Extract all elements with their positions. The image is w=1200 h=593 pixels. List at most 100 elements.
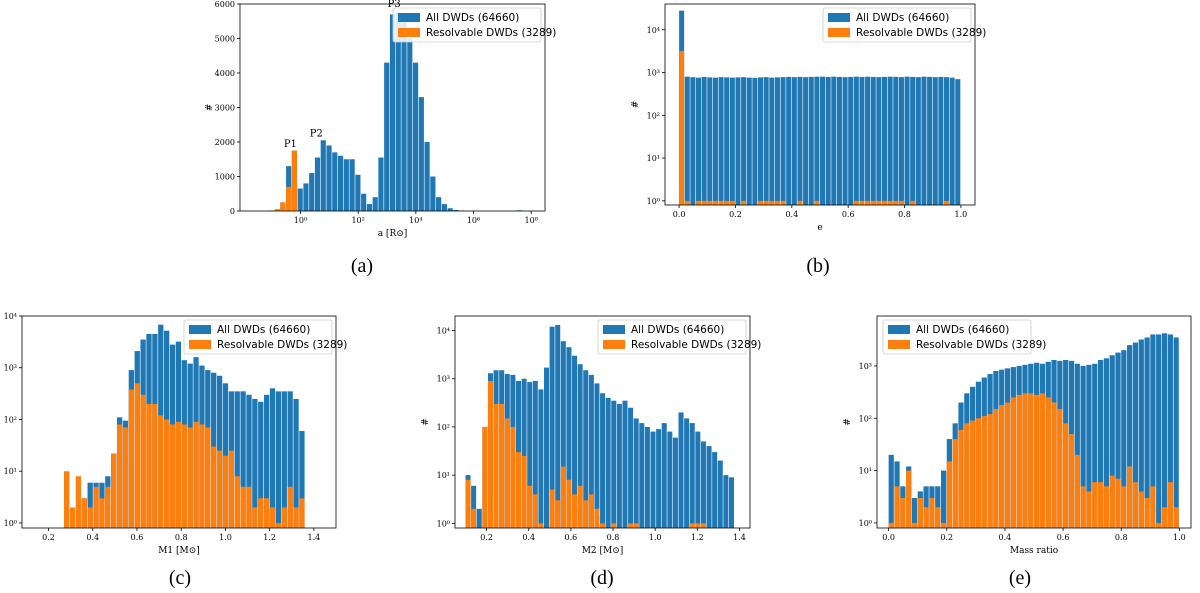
bar-e-resolvable-27 — [1045, 397, 1051, 528]
x-tick-label-d-6: 1.4 — [733, 533, 746, 542]
bar-a-all-23 — [389, 14, 396, 211]
bar-e-resolvable-22 — [1016, 394, 1022, 528]
bar-c-resolvable-38 — [287, 486, 293, 528]
bar-c-resolvable-27 — [222, 455, 229, 528]
bar-e-resolvable-13 — [964, 423, 970, 528]
bar-e-all-6 — [923, 486, 929, 528]
bar-b-all-22 — [803, 77, 809, 205]
bar-c-resolvable-8 — [111, 453, 117, 528]
bar-c-resolvable-24 — [205, 427, 211, 528]
bar-b-resolvable-38 — [893, 200, 899, 205]
bar-c-resolvable-5 — [93, 486, 99, 528]
bar-b-all-30 — [848, 76, 854, 205]
bar-d-all-33 — [650, 431, 656, 528]
bar-b-resolvable-31 — [853, 200, 859, 205]
x-tick-label-c-3: 0.8 — [175, 533, 188, 542]
bar-c-all-31 — [246, 394, 252, 528]
bar-c-resolvable-7 — [105, 486, 111, 528]
x-tick-label-b-0: 0.0 — [673, 210, 686, 219]
bar-d-resolvable-26 — [611, 523, 617, 528]
bar-b-all-29 — [842, 77, 848, 205]
bar-b-resolvable-24 — [814, 200, 820, 205]
bar-e-resolvable-4 — [911, 522, 918, 528]
peak-label-0: P1 — [284, 139, 297, 150]
y-tick-label-b-1: 10¹ — [647, 154, 660, 163]
bar-e-resolvable-28 — [1051, 402, 1057, 528]
legend-label-resolvable-a: Resolvable DWDs (3289) — [426, 27, 556, 39]
bar-d-resolvable-13 — [538, 523, 544, 528]
y-tick-label-c-2: 10² — [4, 415, 17, 424]
bar-e-resolvable-6 — [923, 507, 929, 528]
x-tick-label-e-0: 0.0 — [882, 533, 895, 542]
bar-b-all-47 — [944, 77, 950, 205]
bar-a-all-22 — [384, 62, 390, 212]
bar-a-all-8 — [303, 183, 309, 211]
bar-c-resolvable-26 — [216, 450, 223, 528]
bar-d-all-1 — [471, 485, 477, 528]
bar-b-resolvable-36 — [882, 200, 888, 205]
bar-d-all-19 — [572, 355, 578, 528]
bar-a-all-30 — [430, 176, 436, 211]
bar-b-resolvable-3 — [696, 200, 702, 205]
x-axis-label-e: Mass ratio — [1010, 546, 1058, 556]
bar-d-resolvable-0 — [465, 479, 471, 528]
bar-e-resolvable-36 — [1097, 482, 1104, 528]
bar-a-all-27 — [412, 62, 419, 212]
y-tick-label-c-3: 10³ — [4, 364, 17, 373]
bar-d-all-20 — [577, 364, 583, 528]
bar-b-all-18 — [780, 77, 786, 205]
bar-d-resolvable-22 — [588, 494, 594, 528]
bar-d-all-42 — [700, 441, 706, 528]
bar-e-all-41 — [1127, 345, 1133, 528]
bar-b-all-25 — [820, 76, 826, 205]
bar-d-resolvable-1 — [471, 508, 477, 528]
bar-b-all-15 — [763, 77, 769, 205]
bar-e-resolvable-24 — [1028, 393, 1034, 528]
bar-a-all-13 — [332, 152, 338, 211]
bar-a-all-14 — [337, 155, 344, 211]
bar-c-resolvable-12 — [134, 383, 140, 528]
legend-swatch-resolvable-c — [189, 340, 211, 349]
bar-b-resolvable-17 — [774, 200, 780, 205]
bar-e-all-4 — [911, 497, 918, 528]
bar-b-resolvable-41 — [910, 200, 916, 205]
axes-frame-b — [664, 3, 976, 206]
bar-d-resolvable-20 — [577, 485, 583, 528]
x-tick-label-d-0: 0.2 — [480, 533, 493, 542]
bar-e-resolvable-38 — [1109, 475, 1115, 528]
bar-d-resolvable-6 — [499, 403, 505, 528]
bar-e-resolvable-44 — [1144, 497, 1150, 528]
y-axis-label-a: # — [205, 104, 215, 112]
x-tick-label-a-0: 10⁰ — [294, 216, 307, 225]
bar-a-all-25 — [401, 21, 407, 211]
y-axis-label-e: # — [843, 418, 853, 426]
bar-d-resolvable-23 — [594, 508, 600, 528]
bar-e-all-38 — [1109, 355, 1115, 528]
bar-b-all-36 — [882, 76, 888, 205]
bar-b-all-21 — [797, 76, 803, 205]
bar-d-all-44 — [712, 452, 718, 528]
bar-a-resolvable-5 — [286, 186, 292, 211]
bar-e-resolvable-25 — [1034, 394, 1040, 528]
bar-e-all-8 — [935, 486, 941, 528]
bar-b-resolvable-1 — [684, 200, 690, 205]
bar-d-resolvable-15 — [549, 489, 555, 528]
bar-d-resolvable-11 — [527, 485, 533, 528]
legend-label-resolvable-d: Resolvable DWDs (3289) — [631, 339, 761, 351]
bar-a-resolvable-4 — [280, 202, 286, 212]
bar-d-all-29 — [628, 407, 634, 528]
bar-e-all-47 — [1161, 333, 1168, 528]
bar-c-resolvable-10 — [122, 427, 129, 528]
legend-box-d — [597, 319, 747, 355]
y-tick-label-a-6: 6000 — [215, 0, 235, 9]
bar-b-all-39 — [898, 77, 904, 205]
bar-e-resolvable-31 — [1068, 434, 1075, 528]
bar-c-resolvable-34 — [264, 498, 270, 528]
bar-c-all-36 — [275, 391, 282, 528]
y-tick-label-e-0: 10⁰ — [859, 519, 872, 528]
bar-b-all-45 — [932, 77, 938, 205]
x-tick-label-e-2: 0.4 — [999, 533, 1012, 542]
bar-e-all-46 — [1156, 334, 1162, 528]
bar-d-resolvable-40 — [689, 523, 695, 528]
